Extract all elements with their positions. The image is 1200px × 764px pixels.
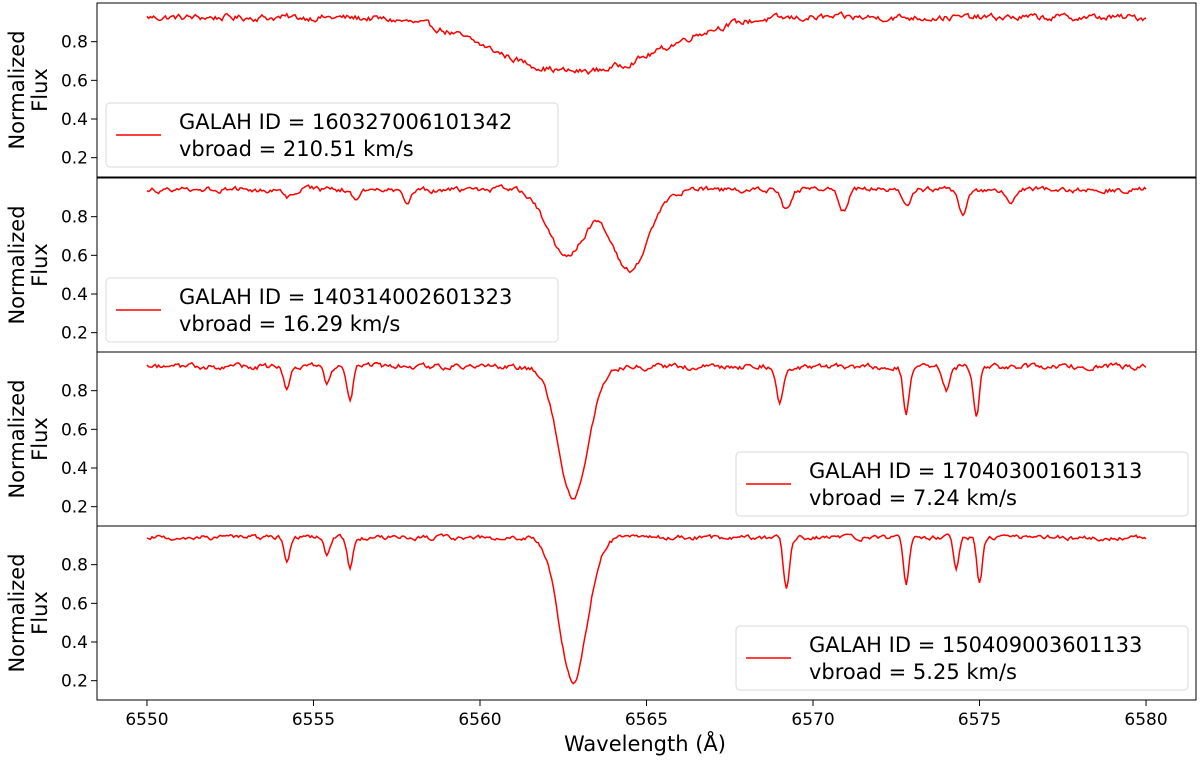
y-tick-label: 0.6: [61, 71, 88, 91]
legend-box: GALAH ID = 160327006101342 vbroad = 210.5…: [105, 102, 559, 168]
legend-entry-id: GALAH ID = 140314002601323: [179, 285, 512, 309]
legend-frame: [735, 451, 1189, 517]
legend-frame: [105, 277, 559, 343]
x-tick-label: 6565: [625, 710, 668, 730]
y-tick-label: 0.2: [61, 498, 88, 518]
legend-entry-vbroad: vbroad = 7.24 km/s: [809, 486, 1017, 510]
y-tick-label: 0.8: [61, 382, 88, 402]
spectrum-line: [146, 11, 1147, 76]
legend-entry-vbroad: vbroad = 5.25 km/s: [809, 660, 1017, 684]
legend-frame: [105, 102, 559, 168]
y-axis-label-line1: Normalized: [5, 379, 29, 498]
x-tick-label: 6570: [791, 710, 834, 730]
x-tick-label: 6550: [125, 710, 168, 730]
spectrum-panel-1: 0.2 0.4 0.6 0.8 Normalized Flux GALAH ID = 160…: [5, 2, 1197, 178]
y-tick-label: 0.4: [61, 459, 88, 479]
y-tick-label: 0.8: [61, 33, 88, 53]
y-axis-label-line1: Normalized: [5, 205, 29, 324]
legend-frame: [735, 625, 1189, 691]
y-axis-label-line1: Normalized: [5, 30, 29, 149]
y-tick-label: 0.6: [61, 246, 88, 266]
spectrum-line: [146, 533, 1147, 685]
y-tick-label: 0.2: [61, 324, 88, 344]
legend-entry-id: GALAH ID = 160327006101342: [179, 110, 512, 134]
y-tick-label: 0.6: [61, 420, 88, 440]
spectrum-line: [146, 184, 1147, 274]
y-tick-label: 0.6: [61, 594, 88, 614]
x-tick-label: 6555: [292, 710, 335, 730]
x-axis-label: Wavelength (Å): [564, 730, 726, 756]
y-tick-label: 0.4: [61, 633, 88, 653]
legend-entry-id: GALAH ID = 150409003601133: [809, 633, 1142, 657]
y-tick-label: 0.2: [61, 149, 88, 169]
legend-entry-vbroad: vbroad = 16.29 km/s: [179, 312, 400, 336]
y-axis-label-line2: Flux: [28, 417, 52, 461]
spectrum-line: [146, 361, 1147, 500]
y-tick-label: 0.8: [61, 208, 88, 228]
legend-entry-vbroad: vbroad = 210.51 km/s: [179, 137, 414, 161]
legend-box: GALAH ID = 140314002601323 vbroad = 16.29…: [105, 277, 559, 343]
x-tick-label: 6580: [1124, 710, 1167, 730]
y-tick-label: 0.8: [61, 556, 88, 576]
y-axis-label-line1: Normalized: [5, 553, 29, 672]
y-tick-label: 0.2: [61, 672, 88, 692]
y-axis-label-line2: Flux: [28, 68, 52, 112]
spectrum-panel-2: 0.2 0.4 0.6 0.8 Normalized Flux GALAH ID = 140…: [5, 177, 1197, 353]
x-axis: 6550 6555 6560 6565 6570 6575 6580: [125, 700, 1168, 730]
x-tick-label: 6575: [958, 710, 1001, 730]
y-tick-label: 0.4: [61, 285, 88, 305]
y-axis-label-line2: Flux: [28, 591, 52, 635]
legend-box: GALAH ID = 170403001601313 vbroad = 7.24 …: [735, 451, 1189, 517]
legend-entry-id: GALAH ID = 170403001601313: [809, 459, 1142, 483]
panel-frame: [96, 2, 1197, 178]
y-axis-label-line2: Flux: [28, 243, 52, 287]
legend-box: GALAH ID = 150409003601133 vbroad = 5.25 …: [735, 625, 1189, 691]
spectrum-panel-3: 0.2 0.4 0.6 0.8 Normalized Flux GALAH ID = 170…: [5, 351, 1197, 527]
spectrum-panel-4: 0.2 0.4 0.6 0.8 Normalized Flux GALAH ID = 150…: [5, 525, 1197, 701]
y-tick-label: 0.4: [61, 110, 88, 130]
x-tick-label: 6560: [458, 710, 501, 730]
